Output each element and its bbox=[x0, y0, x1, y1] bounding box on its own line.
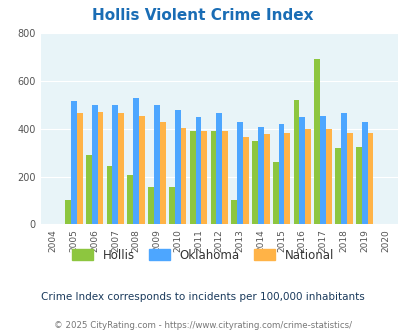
Bar bbox=[284, 133, 290, 224]
Bar bbox=[153, 105, 160, 224]
Bar bbox=[210, 131, 216, 224]
Bar bbox=[361, 121, 367, 224]
Bar bbox=[201, 131, 207, 224]
Bar bbox=[242, 137, 248, 224]
Bar bbox=[71, 101, 77, 224]
Bar bbox=[107, 166, 112, 224]
Bar bbox=[293, 100, 298, 224]
Bar bbox=[222, 131, 227, 224]
Bar bbox=[367, 133, 373, 224]
Bar bbox=[168, 187, 175, 224]
Bar bbox=[160, 122, 165, 224]
Bar bbox=[325, 129, 331, 224]
Bar bbox=[189, 131, 195, 224]
Bar bbox=[77, 113, 82, 224]
Bar bbox=[139, 116, 145, 224]
Bar bbox=[237, 122, 242, 224]
Bar bbox=[278, 124, 284, 224]
Bar bbox=[86, 155, 92, 224]
Bar bbox=[320, 116, 325, 224]
Bar bbox=[216, 113, 222, 224]
Bar bbox=[92, 105, 97, 224]
Bar bbox=[313, 59, 320, 224]
Bar bbox=[334, 148, 340, 224]
Text: Crime Index corresponds to incidents per 100,000 inhabitants: Crime Index corresponds to incidents per… bbox=[41, 292, 364, 302]
Bar bbox=[252, 141, 257, 224]
Bar bbox=[257, 127, 263, 224]
Bar bbox=[148, 187, 153, 224]
Bar bbox=[133, 98, 139, 224]
Bar bbox=[112, 105, 118, 224]
Bar bbox=[298, 117, 305, 224]
Bar bbox=[180, 128, 186, 224]
Bar bbox=[346, 133, 352, 224]
Bar bbox=[97, 112, 103, 224]
Bar bbox=[118, 113, 124, 224]
Bar bbox=[305, 129, 310, 224]
Text: Hollis Violent Crime Index: Hollis Violent Crime Index bbox=[92, 8, 313, 23]
Bar bbox=[127, 175, 133, 224]
Bar bbox=[355, 147, 361, 224]
Legend: Hollis, Oklahoma, National: Hollis, Oklahoma, National bbox=[67, 244, 338, 266]
Bar bbox=[195, 117, 201, 224]
Bar bbox=[272, 162, 278, 224]
Text: © 2025 CityRating.com - https://www.cityrating.com/crime-statistics/: © 2025 CityRating.com - https://www.city… bbox=[54, 321, 351, 330]
Bar bbox=[340, 113, 346, 224]
Bar bbox=[65, 200, 71, 224]
Bar bbox=[231, 200, 237, 224]
Bar bbox=[175, 110, 180, 224]
Bar bbox=[263, 134, 269, 224]
